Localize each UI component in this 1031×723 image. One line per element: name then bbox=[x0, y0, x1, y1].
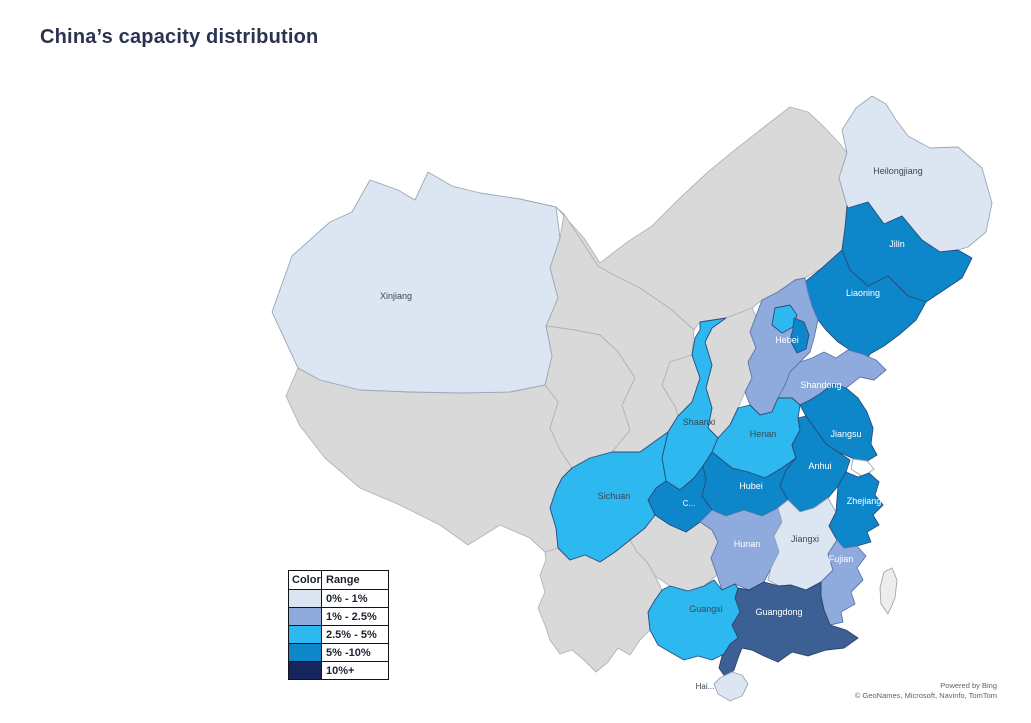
legend-row-1: 1% - 2.5% bbox=[289, 607, 388, 625]
legend-swatch-4 bbox=[289, 662, 322, 679]
province-label-guangxi: Guangxi bbox=[689, 604, 723, 614]
province-label-zhejiang: Zhejiang bbox=[847, 496, 882, 506]
legend-swatch-3 bbox=[289, 644, 322, 661]
province-fujian bbox=[820, 539, 867, 626]
province-label-xinjiang: Xinjiang bbox=[380, 291, 412, 301]
province-label-hunan: Hunan bbox=[734, 539, 761, 549]
province-hainan bbox=[713, 671, 749, 702]
province-label-shandong: Shandong bbox=[800, 380, 841, 390]
province-label-jilin: Jilin bbox=[889, 239, 905, 249]
map-credits-text: © GeoNames, Microsoft, Navinfo, TomTom bbox=[854, 691, 997, 700]
legend-header-row: Color Range bbox=[289, 571, 388, 589]
powered-by-bing-text: Powered by Bing bbox=[940, 681, 997, 690]
legend-range-3: 5% -10% bbox=[326, 646, 371, 659]
legend-header-range: Range bbox=[326, 574, 360, 586]
province-label-hainan: Hai... bbox=[696, 682, 715, 691]
province-label-jiangsu: Jiangsu bbox=[830, 429, 861, 439]
province-tibet bbox=[285, 367, 573, 553]
legend-swatch-0 bbox=[289, 590, 322, 607]
legend-range-4: 10%+ bbox=[326, 664, 355, 677]
province-label-hebei: Hebei bbox=[775, 335, 799, 345]
province-label-fujian: Fujian bbox=[829, 554, 854, 564]
legend-row-4: 10%+ bbox=[289, 661, 388, 679]
legend-swatch-2 bbox=[289, 626, 322, 643]
province-tianjin bbox=[789, 317, 810, 354]
province-label-anhui: Anhui bbox=[808, 461, 831, 471]
legend-row-2: 2.5% - 5% bbox=[289, 625, 388, 643]
province-label-liaoning: Liaoning bbox=[846, 288, 880, 298]
province-sichuan bbox=[549, 431, 669, 563]
legend-rows: 0% - 1% 1% - 2.5% 2.5% - 5% 5% -10% 10%+ bbox=[289, 589, 388, 679]
legend-table: Color Range 0% - 1% 1% - 2.5% 2.5% - 5% 5% … bbox=[288, 570, 389, 680]
province-guangxi bbox=[647, 579, 741, 661]
legend-range-0: 0% - 1% bbox=[326, 592, 368, 605]
legend-row-0: 0% - 1% bbox=[289, 589, 388, 607]
province-xinjiang bbox=[271, 171, 561, 394]
legend-row-3: 5% -10% bbox=[289, 643, 388, 661]
province-label-guangdong: Guangdong bbox=[755, 607, 802, 617]
province-taiwan bbox=[879, 567, 898, 615]
province-label-shaanxi: Shaanxi bbox=[683, 417, 716, 427]
page-title: China’s capacity distribution bbox=[40, 26, 319, 48]
map-attribution: Powered by Bing © GeoNames, Microsoft, N… bbox=[855, 681, 997, 701]
legend-range-1: 1% - 2.5% bbox=[326, 610, 377, 623]
province-label-henan: Henan bbox=[750, 429, 777, 439]
legend-range-2: 2.5% - 5% bbox=[326, 628, 377, 641]
legend-swatch-1 bbox=[289, 608, 322, 625]
province-zhejiang bbox=[828, 471, 884, 549]
province-label-sichuan: Sichuan bbox=[598, 491, 631, 501]
legend-header-color: Color bbox=[289, 571, 322, 589]
province-label-jiangxi: Jiangxi bbox=[791, 534, 819, 544]
province-label-heilongjiang: Heilongjiang bbox=[873, 166, 923, 176]
province-label-chongqing: C... bbox=[683, 499, 695, 508]
province-label-hubei: Hubei bbox=[739, 481, 763, 491]
